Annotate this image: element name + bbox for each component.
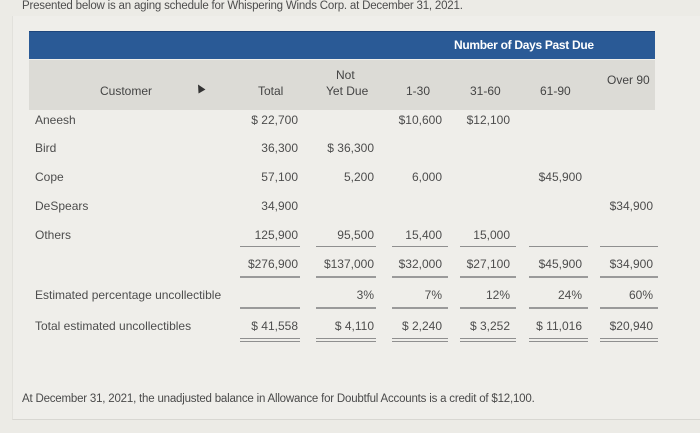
header-not-yet-due-line1: Not xyxy=(336,68,355,82)
subtotal-rule xyxy=(240,246,300,247)
double-rule xyxy=(460,338,516,339)
header-31-60: 31-60 xyxy=(470,84,501,98)
header-not-yet-due-line2: Yet Due xyxy=(326,84,369,98)
subtotal-rule xyxy=(460,246,516,247)
percent-31-60: 12% xyxy=(485,288,510,302)
totals-over-90: $34,900 xyxy=(609,257,653,271)
cell-not-yet-due: 95,500 xyxy=(337,228,374,242)
percent-rule xyxy=(460,307,516,309)
header-1-30: 1-30 xyxy=(406,84,431,98)
percent-rule xyxy=(240,307,300,309)
cell-31-60: $12,100 xyxy=(466,113,510,127)
table-banner xyxy=(29,31,655,59)
totals-total: $276,900 xyxy=(247,257,298,271)
table-header xyxy=(29,60,655,110)
cell-total: 34,900 xyxy=(261,199,298,213)
percent-rule xyxy=(316,307,376,309)
double-rule xyxy=(529,338,588,339)
percent-61-90: 24% xyxy=(557,288,582,302)
uncollectible-total: $ 41,558 xyxy=(251,319,298,333)
subtotal-rule xyxy=(600,246,658,247)
double-rule xyxy=(529,341,588,342)
subtotal-rule xyxy=(392,246,448,247)
row-customer: Aneesh xyxy=(35,113,76,127)
cell-total: 57,100 xyxy=(261,170,298,184)
totals-rule xyxy=(392,276,448,278)
uncollectible-over-90: $20,940 xyxy=(609,319,653,333)
footnote: At December 31, 2021, the unadjusted bal… xyxy=(22,393,535,405)
cell-over-90: $34,900 xyxy=(609,199,653,213)
double-rule xyxy=(392,338,448,339)
row-customer: Cope xyxy=(35,170,64,184)
uncollectible-31-60: $ 3,252 xyxy=(469,319,510,333)
cell-31-60: 15,000 xyxy=(473,228,510,242)
cell-1-30: 6,000 xyxy=(411,170,442,184)
percent-rule xyxy=(392,307,448,309)
cell-total: $ 22,700 xyxy=(251,113,298,127)
totals-not-yet-due: $137,000 xyxy=(323,257,374,271)
uncollectible-not-yet-due: $ 4,110 xyxy=(334,319,374,333)
double-rule xyxy=(600,338,658,339)
percent-row-label: Estimated percentage uncollectible xyxy=(35,288,222,302)
uncollectible-1-30: $ 2,240 xyxy=(401,319,442,333)
double-rule xyxy=(460,341,516,342)
cell-total: 125,900 xyxy=(254,228,298,242)
row-customer: DeSpears xyxy=(35,199,89,213)
cell-total: 36,300 xyxy=(261,141,298,155)
double-rule xyxy=(392,341,448,342)
double-rule xyxy=(316,338,376,339)
uncollectible-61-90: $ 11,016 xyxy=(536,319,582,333)
cell-61-90: $45,900 xyxy=(538,170,582,184)
header-over-90: Over 90 xyxy=(607,73,650,87)
subtotal-rule xyxy=(316,246,376,247)
percent-1-30: 7% xyxy=(424,288,442,302)
percent-not-yet-due: 3% xyxy=(356,288,374,302)
double-rule xyxy=(600,341,658,342)
cell-not-yet-due: $ 36,300 xyxy=(327,141,374,155)
cell-1-30: 15,400 xyxy=(405,228,442,242)
header-customer: Customer xyxy=(100,84,153,98)
totals-61-90: $45,900 xyxy=(538,257,582,271)
percent-over-90: 60% xyxy=(628,288,653,302)
cell-not-yet-due: 5,200 xyxy=(343,170,374,184)
uncollectible-row-label: Total estimated uncollectibles xyxy=(35,319,192,333)
double-rule xyxy=(316,341,376,342)
banner-title: Number of Days Past Due xyxy=(454,38,594,52)
row-customer: Bird xyxy=(35,141,57,155)
double-rule xyxy=(240,338,300,339)
totals-rule xyxy=(529,276,588,278)
header-total: Total xyxy=(258,84,284,98)
percent-rule xyxy=(600,307,658,309)
totals-rule xyxy=(600,276,658,278)
header-61-90: 61-90 xyxy=(540,84,571,98)
intro-text: Presented below is an aging schedule for… xyxy=(22,0,463,12)
totals-rule xyxy=(460,276,516,278)
double-rule xyxy=(240,341,300,342)
totals-rule xyxy=(240,276,300,278)
percent-rule xyxy=(529,307,588,309)
totals-31-60: $27,100 xyxy=(466,257,510,271)
totals-1-30: $32,000 xyxy=(398,257,442,271)
cell-1-30: $10,600 xyxy=(398,113,442,127)
row-customer: Others xyxy=(35,228,72,242)
subtotal-rule xyxy=(529,246,588,247)
totals-rule xyxy=(316,276,376,278)
